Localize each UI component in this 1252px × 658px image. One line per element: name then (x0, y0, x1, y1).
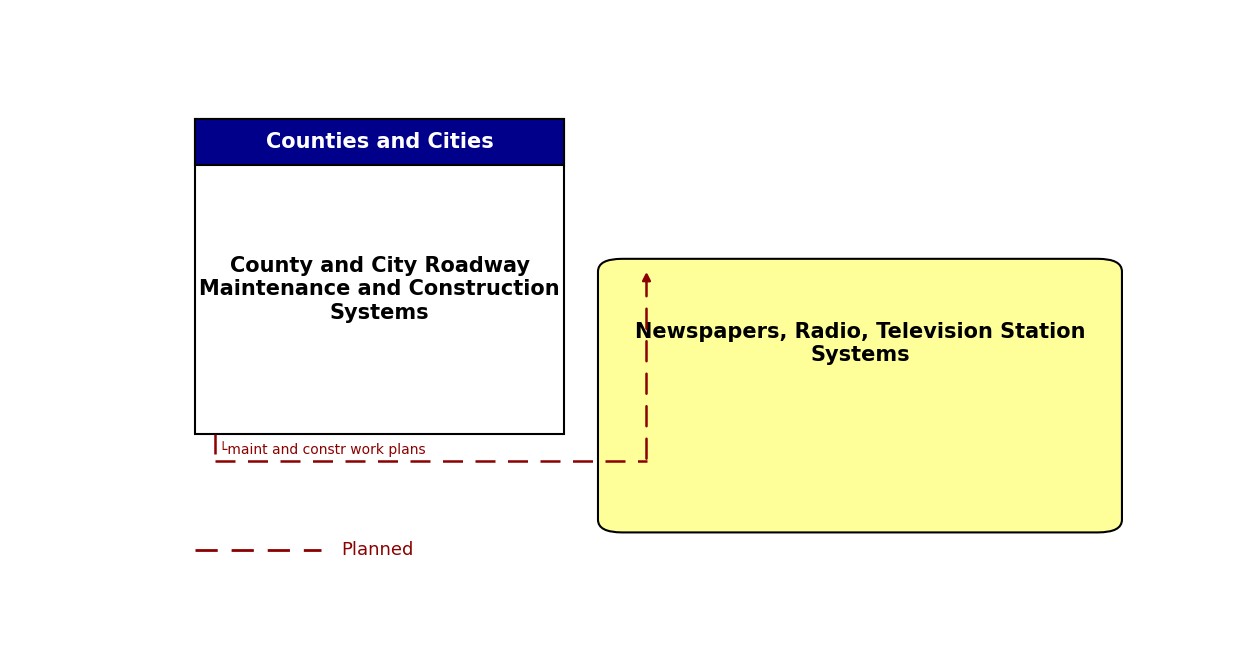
Text: Newspapers, Radio, Television Station
Systems: Newspapers, Radio, Television Station Sy… (635, 322, 1085, 365)
Text: Planned: Planned (341, 541, 413, 559)
Text: └maint and constr work plans: └maint and constr work plans (219, 442, 426, 457)
FancyBboxPatch shape (195, 120, 563, 434)
Text: Counties and Cities: Counties and Cities (265, 132, 493, 152)
FancyBboxPatch shape (598, 259, 1122, 532)
FancyBboxPatch shape (195, 120, 563, 165)
Text: County and City Roadway
Maintenance and Construction
Systems: County and City Roadway Maintenance and … (199, 257, 560, 322)
